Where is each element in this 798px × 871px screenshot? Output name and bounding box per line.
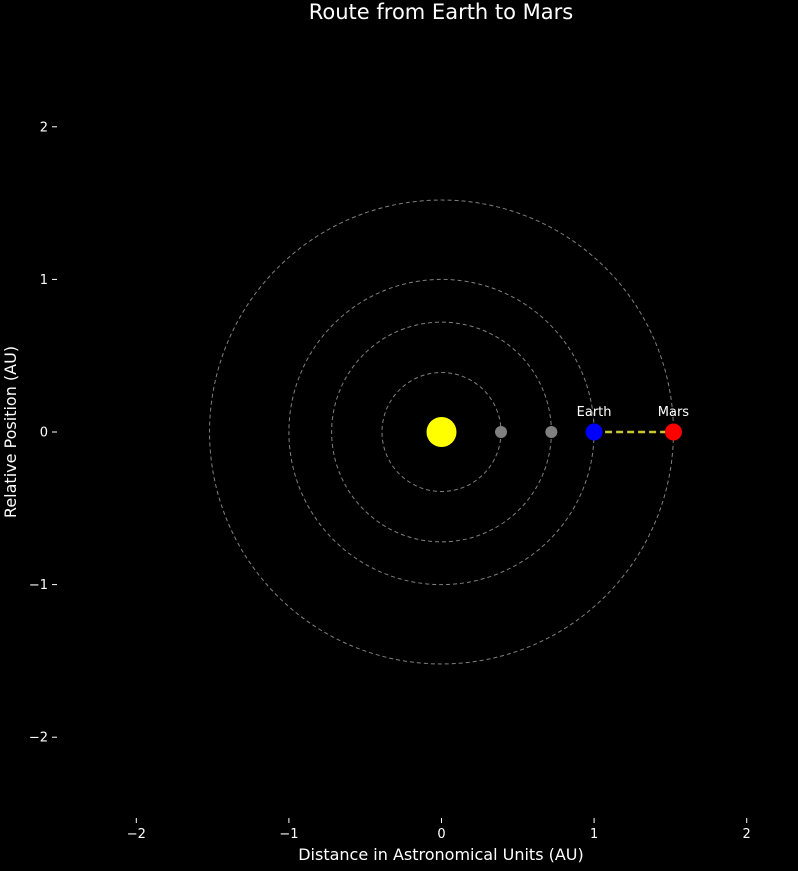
mercury-point: [495, 426, 508, 438]
y-tick-label: 0: [40, 426, 48, 441]
sun-point: [426, 417, 457, 447]
y-tick-label: −2: [29, 731, 48, 746]
x-tick-label: −1: [279, 827, 298, 842]
y-axis-ticks: −2 −1 0 1 2: [29, 120, 57, 746]
x-axis-label: Distance in Astronomical Units (AU): [298, 845, 584, 864]
x-tick-label: 1: [590, 827, 598, 842]
x-tick-label: −2: [127, 827, 146, 842]
x-tick-label: 0: [437, 827, 445, 842]
earth-label: Earth: [577, 405, 612, 420]
x-tick-label: 2: [743, 827, 751, 842]
body-layer: Earth Mars: [426, 405, 690, 447]
mars-label: Mars: [658, 405, 690, 420]
venus-point: [545, 426, 558, 438]
y-tick-label: 2: [40, 120, 48, 135]
chart-title: Route from Earth to Mars: [309, 0, 574, 24]
y-tick-label: 1: [40, 273, 48, 288]
y-axis-label: Relative Position (AU): [1, 346, 20, 518]
y-tick-label: −1: [29, 578, 48, 593]
x-axis-ticks: −2 −1 0 1 2: [127, 818, 751, 842]
mars-point: [664, 423, 682, 441]
earth-point: [585, 423, 603, 441]
